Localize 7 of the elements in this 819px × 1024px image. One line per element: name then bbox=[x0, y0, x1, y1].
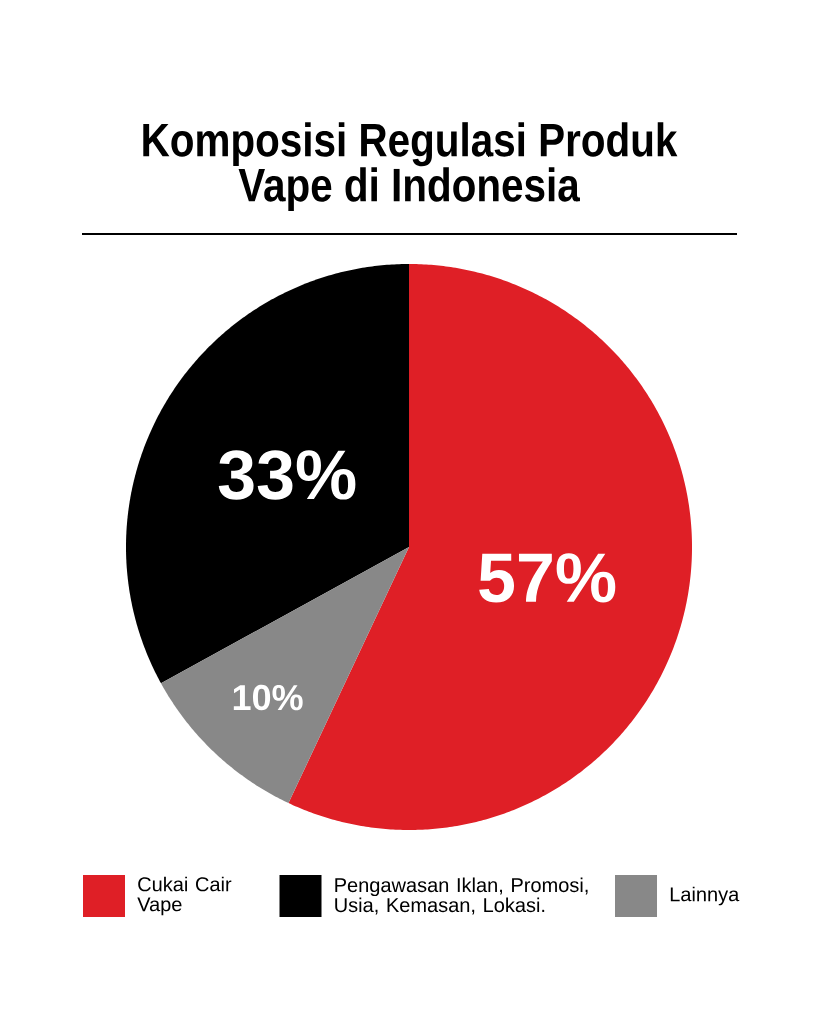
data-label: 57% bbox=[479, 553, 616, 603]
data-label: 33% bbox=[218, 450, 356, 500]
chart-title: Komposisi Regulasi Produk Vape di Indonesia bbox=[143, 122, 678, 212]
legend-label: Lainnya bbox=[670, 886, 740, 906]
data-label: 10% bbox=[233, 684, 303, 711]
legend-label: Pengawasan Iklan, Promosi, Usia, Kemasan, Lokasi. bbox=[335, 877, 588, 915]
legend-label: Cukai Cair Vape bbox=[137, 876, 232, 916]
